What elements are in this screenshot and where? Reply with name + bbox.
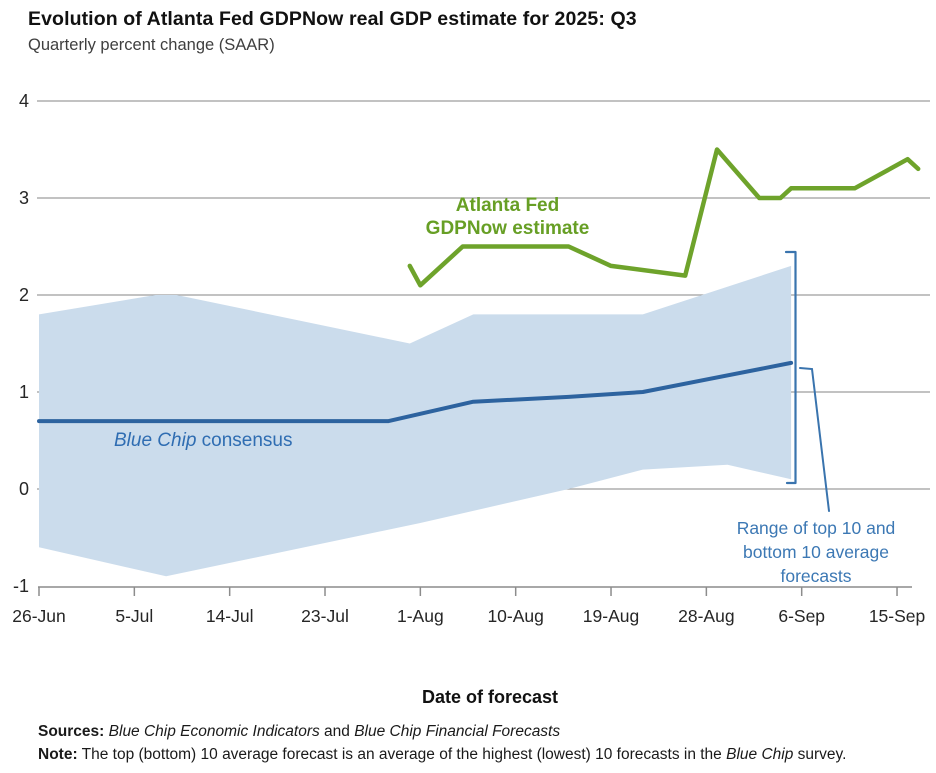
bluechip-label-italic: Blue Chip <box>114 430 197 451</box>
bluechip-consensus-line <box>37 360 794 424</box>
x-tick-label-23-Jul: 23-Jul <box>301 606 349 626</box>
x-tick-label-14-Jul: 14-Jul <box>206 606 254 626</box>
sources-and: and <box>319 723 355 740</box>
gdpnow-series-label: Atlanta Fed GDPNow estimate <box>395 194 620 240</box>
sources-prefix: Sources: <box>38 723 105 740</box>
forecast-range-band <box>39 265 792 577</box>
bluechip-label-regular: consensus <box>196 430 293 451</box>
y-tick-label-1: 1 <box>19 382 29 402</box>
x-tick-label-10-Aug: 10-Aug <box>487 606 543 626</box>
source-2: Blue Chip Financial Forecasts <box>354 723 561 740</box>
bluechip-series-label: Blue Chip consensus <box>114 430 374 452</box>
y-tick-label-4: 4 <box>19 91 29 111</box>
x-tick-label-28-Aug: 28-Aug <box>678 606 734 626</box>
x-tick-label-1-Aug: 1-Aug <box>397 606 444 626</box>
gdpnow-series-label-line1: Atlanta Fed <box>455 195 560 216</box>
x-tick-label-19-Aug: 19-Aug <box>583 606 639 626</box>
note-prefix: Note: <box>38 746 78 763</box>
x-tick-label-5-Jul: 5-Jul <box>115 606 153 626</box>
range-label-leader-line <box>799 367 830 512</box>
source-1: Blue Chip Economic Indicators <box>108 723 320 740</box>
chart-title: Evolution of Atlanta Fed GDPNow real GDP… <box>28 8 637 30</box>
y-tick-label-0: 0 <box>19 479 29 499</box>
note-line: Note: The top (bottom) 10 average foreca… <box>38 746 928 764</box>
y-tick-label-3: 3 <box>19 188 29 208</box>
x-tick-label-6-Sep: 6-Sep <box>778 606 825 626</box>
range-band-label: Range of top 10 and bottom 10 average fo… <box>706 516 926 588</box>
chart-subtitle: Quarterly percent change (SAAR) <box>28 36 275 54</box>
range-band-label-line2: bottom 10 average <box>743 542 889 562</box>
x-tick-label-26-Jun: 26-Jun <box>12 606 66 626</box>
y-tick-label--1: -1 <box>13 576 29 596</box>
y-tick-label-2: 2 <box>19 285 29 305</box>
note-end: survey. <box>793 746 847 763</box>
x-tick-label-15-Sep: 15-Sep <box>869 606 925 626</box>
sources-line: Sources: Blue Chip Economic Indicators a… <box>38 723 928 741</box>
chart-plot-area: 4 3 2 1 0 -1 26-Jun 5-Jul 14-Jul 23-Jul 1-Aug 10-Au… <box>12 91 930 626</box>
gdpnow-series-label-line2: GDPNow estimate <box>425 218 590 239</box>
range-band-label-line1: Range of top 10 and <box>736 518 896 538</box>
x-axis-title: Date of forecast <box>421 687 559 707</box>
note-bluechip: Blue Chip <box>726 746 794 763</box>
range-bracket <box>784 250 797 485</box>
gdpnow-estimate-line <box>407 147 921 288</box>
note-body: The top (bottom) 10 average forecast is … <box>77 746 727 763</box>
range-band-label-line3: forecasts <box>780 566 852 586</box>
